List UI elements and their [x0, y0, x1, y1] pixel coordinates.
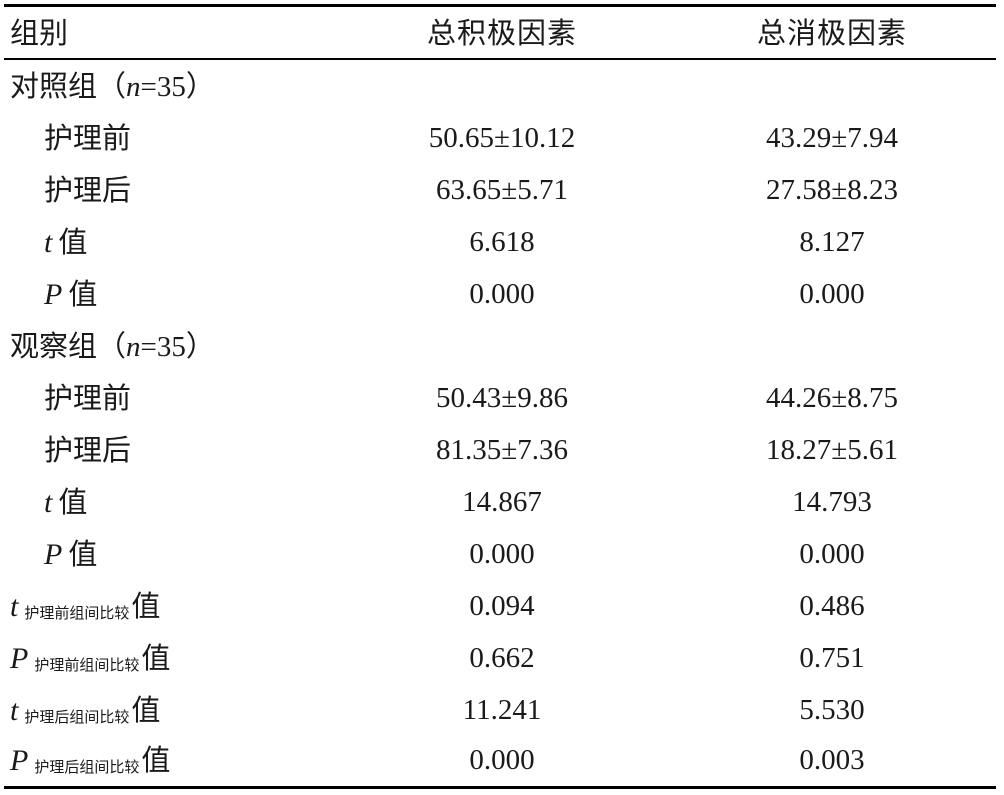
- table-header-row: 组别 总积极因素 总消极因素: [0, 7, 1004, 59]
- group-label: 对照组（n=35）: [10, 69, 215, 103]
- row-label: P 护理前组间比较值: [10, 641, 171, 675]
- header-group: 组别: [10, 16, 69, 50]
- row-label: P 护理后组间比较值: [10, 743, 171, 777]
- table-row: t 护理后组间比较值 11.241 5.530: [0, 684, 1004, 736]
- cell-negative: 27.58±8.23: [766, 174, 898, 206]
- table-row: 护理后 81.35±7.36 18.27±5.61: [0, 424, 1004, 476]
- cell-positive: 0.000: [469, 538, 535, 570]
- table-row: 护理前 50.65±10.12 43.29±7.94: [0, 112, 1004, 164]
- group-title-row: 对照组（n=35）: [0, 60, 1004, 112]
- table-row: t 护理前组间比较值 0.094 0.486: [0, 580, 1004, 632]
- row-label: t 护理前组间比较值: [10, 589, 161, 623]
- cell-negative: 8.127: [799, 226, 865, 258]
- row-label: 护理前: [44, 381, 132, 415]
- header-positive: 总积极因素: [426, 16, 577, 50]
- cell-negative: 0.486: [799, 590, 865, 622]
- table-row: 护理前 50.43±9.86 44.26±8.75: [0, 372, 1004, 424]
- group-title-row: 观察组（n=35）: [0, 320, 1004, 372]
- row-label: 护理前: [44, 121, 132, 155]
- cell-positive: 81.35±7.36: [436, 434, 568, 466]
- cell-positive: 14.867: [462, 486, 542, 518]
- table-row: P 护理后组间比较值 0.000 0.003: [0, 734, 1004, 786]
- cell-positive: 11.241: [462, 694, 542, 726]
- cell-positive: 6.618: [469, 226, 535, 258]
- cell-positive: 63.65±5.71: [436, 174, 568, 206]
- row-label: 护理后: [44, 433, 132, 467]
- cell-positive: 0.094: [469, 590, 535, 622]
- table-row: 护理后 63.65±5.71 27.58±8.23: [0, 164, 1004, 216]
- cell-negative: 0.003: [799, 744, 865, 776]
- cell-negative: 14.793: [792, 486, 872, 518]
- table-row: P 护理前组间比较值 0.662 0.751: [0, 632, 1004, 684]
- cell-negative: 0.000: [799, 538, 865, 570]
- cell-negative: 0.751: [799, 642, 865, 674]
- row-label: t 护理后组间比较值: [10, 693, 161, 727]
- header-negative: 总消极因素: [756, 16, 907, 50]
- row-label: 护理后: [44, 173, 132, 207]
- cell-negative: 18.27±5.61: [766, 434, 898, 466]
- cell-positive: 0.000: [469, 278, 535, 310]
- cell-negative: 44.26±8.75: [766, 382, 898, 414]
- cell-positive: 0.000: [469, 744, 535, 776]
- cell-negative: 43.29±7.94: [766, 122, 898, 154]
- cell-positive: 50.65±10.12: [428, 122, 576, 154]
- cell-negative: 5.530: [799, 694, 865, 726]
- table-top-rule: [4, 4, 996, 7]
- group-label: 观察组（n=35）: [10, 329, 215, 363]
- cell-positive: 50.43±9.86: [436, 382, 568, 414]
- cell-positive: 0.662: [469, 642, 535, 674]
- table-header-rule: [4, 58, 996, 60]
- table-bottom-rule: [4, 786, 996, 789]
- cell-negative: 0.000: [799, 278, 865, 310]
